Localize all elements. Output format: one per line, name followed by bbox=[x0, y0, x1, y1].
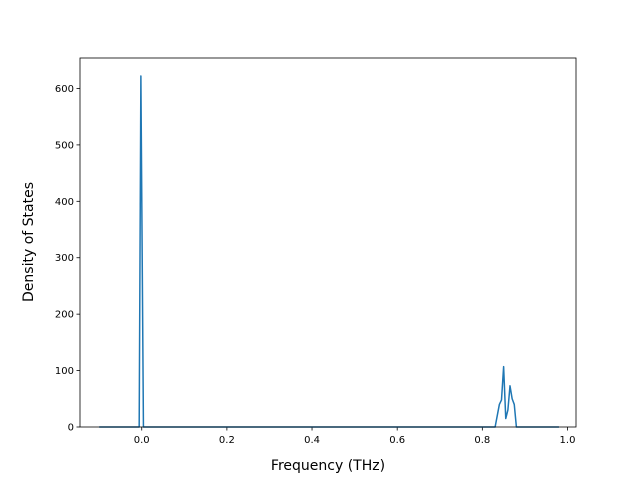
line bbox=[99, 75, 559, 428]
y-tick-label: 400 bbox=[55, 197, 74, 208]
x-tick-label: 0.6 bbox=[389, 435, 405, 446]
y-tick-label: 500 bbox=[55, 140, 74, 151]
y-tick-label: 300 bbox=[55, 253, 74, 264]
y-tick-label: 200 bbox=[55, 310, 74, 321]
y-tick-label: 100 bbox=[55, 366, 74, 377]
plot-frame bbox=[79, 57, 577, 428]
x-tick-label: 1.0 bbox=[560, 435, 576, 446]
x-tick-label: 0.8 bbox=[474, 435, 490, 446]
x-axis-label: Frequency (THz) bbox=[271, 458, 385, 474]
x-tick-label: 0.2 bbox=[219, 435, 235, 446]
y-tick-label: 0 bbox=[68, 423, 74, 434]
x-tick-label: 0.0 bbox=[134, 435, 150, 446]
y-tick-label: 600 bbox=[55, 84, 74, 95]
x-tick-label: 0.4 bbox=[304, 435, 320, 446]
y-axis-label: Density of States bbox=[21, 182, 37, 302]
